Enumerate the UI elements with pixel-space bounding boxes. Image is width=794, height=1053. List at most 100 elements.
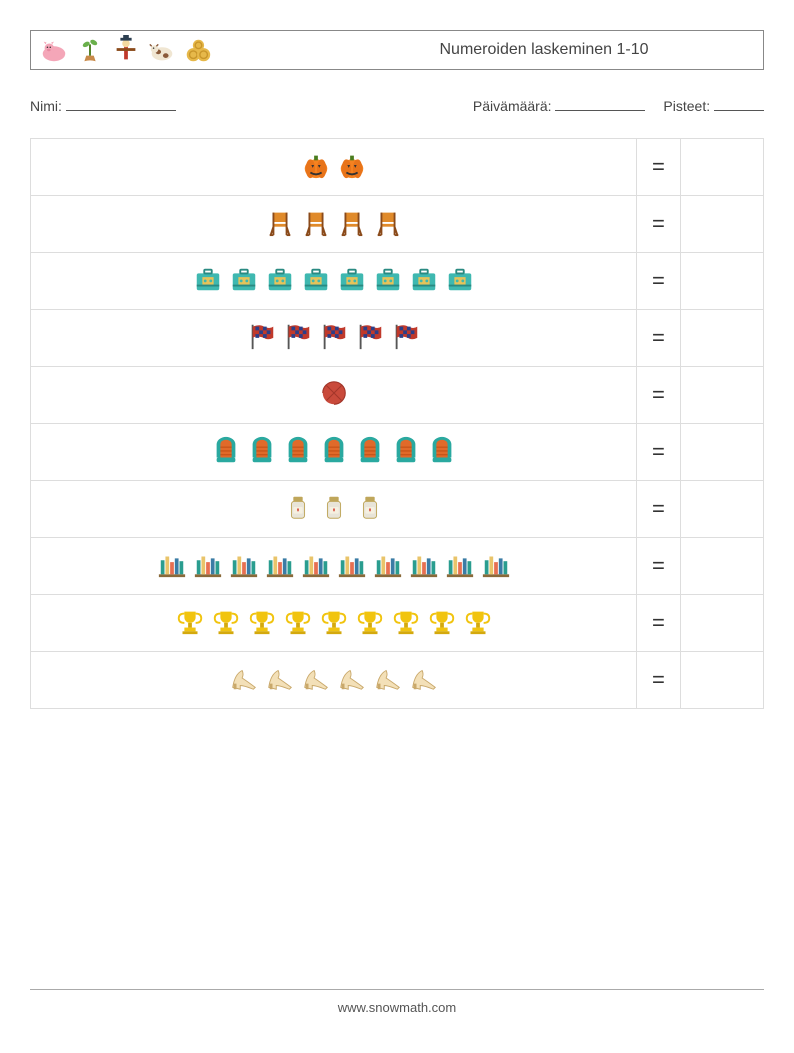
equals-sign: = <box>637 253 680 310</box>
suitcase-icon <box>373 264 403 294</box>
chair-icon <box>265 207 295 237</box>
chair-icon <box>337 207 367 237</box>
equals-sign: = <box>637 652 680 709</box>
equals-sign: = <box>637 196 680 253</box>
books-icon <box>265 549 295 579</box>
equals-sign: = <box>637 367 680 424</box>
table-row: = <box>31 481 764 538</box>
score-label: Pisteet: <box>663 98 710 114</box>
equals-sign: = <box>637 481 680 538</box>
jar-icon <box>283 492 313 522</box>
footer: www.snowmath.com <box>0 989 794 1015</box>
equals-sign: = <box>637 538 680 595</box>
books-icon <box>301 549 331 579</box>
answer-cell[interactable] <box>680 310 763 367</box>
worksheet-title: Numeroiden laskeminen 1-10 <box>213 41 755 59</box>
table-row: = <box>31 367 764 424</box>
equals-sign: = <box>637 139 680 196</box>
date-field: Päivämäärä: <box>473 98 645 114</box>
name-field: Nimi: <box>30 98 176 114</box>
trophy-icon <box>211 606 241 636</box>
trophy-icon <box>283 606 313 636</box>
raft-icon <box>427 435 457 465</box>
date-blank[interactable] <box>555 98 645 111</box>
sprout-icon <box>75 35 105 65</box>
trophy-icon <box>175 606 205 636</box>
flag-icon <box>247 321 277 351</box>
suitcase-icon <box>445 264 475 294</box>
trophy-icon <box>463 606 493 636</box>
flag-icon <box>283 321 313 351</box>
books-icon <box>373 549 403 579</box>
books-icon <box>193 549 223 579</box>
name-label: Nimi: <box>30 98 62 114</box>
flag-icon <box>391 321 421 351</box>
answer-cell[interactable] <box>680 538 763 595</box>
counting-table: ========== <box>30 138 764 709</box>
answer-cell[interactable] <box>680 367 763 424</box>
pumpkin-icon <box>301 150 331 180</box>
hay-icon <box>183 35 213 65</box>
score-blank[interactable] <box>714 98 764 111</box>
equals-sign: = <box>637 310 680 367</box>
table-row: = <box>31 310 764 367</box>
answer-cell[interactable] <box>680 253 763 310</box>
heel-icon <box>337 663 367 693</box>
suitcase-icon <box>193 264 223 294</box>
answer-cell[interactable] <box>680 652 763 709</box>
icons-cell <box>31 253 637 310</box>
equals-sign: = <box>637 424 680 481</box>
raft-icon <box>283 435 313 465</box>
table-row: = <box>31 538 764 595</box>
suitcase-icon <box>337 264 367 294</box>
cow-icon <box>147 35 177 65</box>
flag-icon <box>355 321 385 351</box>
suitcase-icon <box>265 264 295 294</box>
raft-icon <box>211 435 241 465</box>
books-icon <box>337 549 367 579</box>
icons-cell <box>31 481 637 538</box>
header-bar: Numeroiden laskeminen 1-10 <box>30 30 764 70</box>
heel-icon <box>301 663 331 693</box>
date-label: Päivämäärä: <box>473 98 552 114</box>
answer-cell[interactable] <box>680 196 763 253</box>
answer-cell[interactable] <box>680 139 763 196</box>
icons-cell <box>31 652 637 709</box>
heel-icon <box>409 663 439 693</box>
header-icons <box>39 35 213 65</box>
icons-cell <box>31 424 637 481</box>
icons-cell <box>31 538 637 595</box>
heel-icon <box>229 663 259 693</box>
answer-cell[interactable] <box>680 595 763 652</box>
icons-cell <box>31 310 637 367</box>
raft-icon <box>355 435 385 465</box>
scarecrow-icon <box>111 35 141 65</box>
answer-cell[interactable] <box>680 481 763 538</box>
books-icon <box>157 549 187 579</box>
table-row: = <box>31 652 764 709</box>
table-row: = <box>31 595 764 652</box>
table-row: = <box>31 196 764 253</box>
ball-icon <box>319 378 349 408</box>
equals-sign: = <box>637 595 680 652</box>
answer-cell[interactable] <box>680 424 763 481</box>
footer-url: www.snowmath.com <box>338 1000 456 1015</box>
footer-divider <box>30 989 764 990</box>
trophy-icon <box>355 606 385 636</box>
chair-icon <box>373 207 403 237</box>
books-icon <box>445 549 475 579</box>
icons-cell <box>31 367 637 424</box>
suitcase-icon <box>229 264 259 294</box>
pumpkin-icon <box>337 150 367 180</box>
trophy-icon <box>247 606 277 636</box>
books-icon <box>481 549 511 579</box>
flag-icon <box>319 321 349 351</box>
trophy-icon <box>319 606 349 636</box>
icons-cell <box>31 139 637 196</box>
name-blank[interactable] <box>66 98 176 111</box>
trophy-icon <box>391 606 421 636</box>
books-icon <box>409 549 439 579</box>
pig-icon <box>39 35 69 65</box>
table-row: = <box>31 424 764 481</box>
heel-icon <box>265 663 295 693</box>
